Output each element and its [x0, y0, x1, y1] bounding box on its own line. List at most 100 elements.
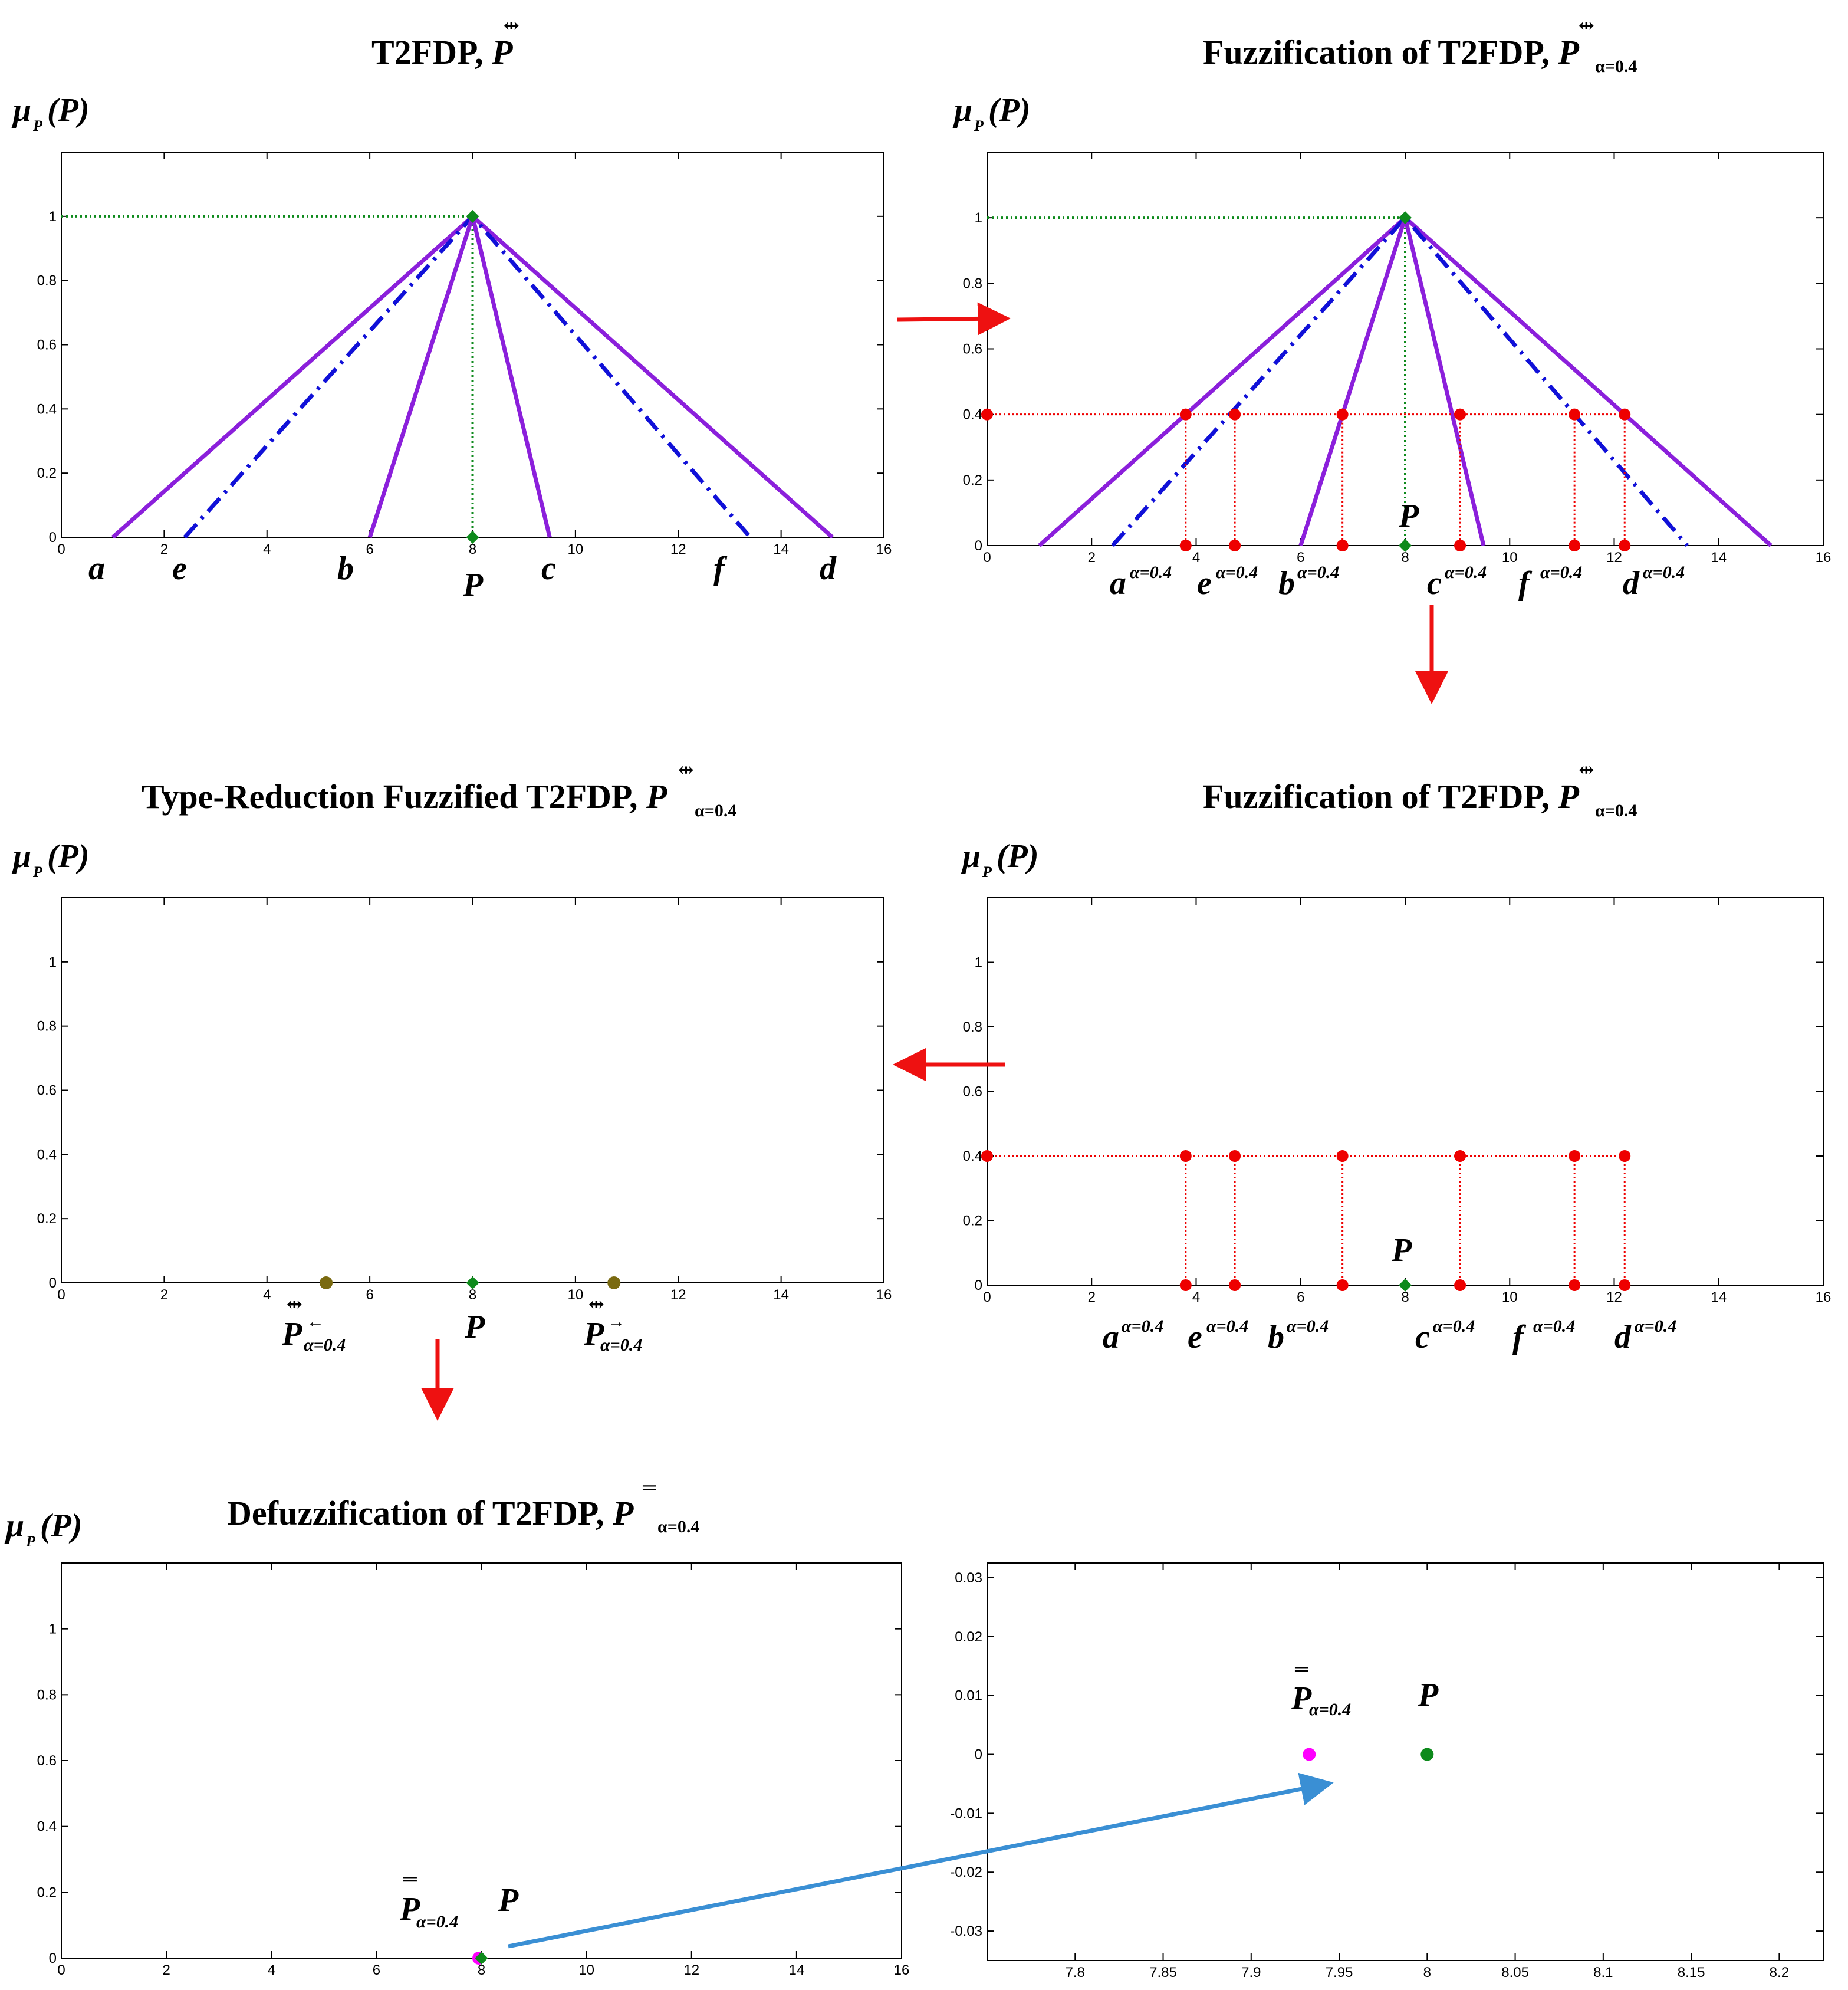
x-tick-label: 6 — [1297, 1289, 1304, 1305]
x-tick-label: 12 — [670, 541, 686, 557]
title-t2fdp: T2FDP, P ⇹ — [371, 15, 519, 71]
svg-text:←: ← — [307, 1312, 324, 1331]
y-tick-label: 1 — [49, 209, 57, 225]
svg-text:e: e — [1188, 1319, 1202, 1355]
svg-text:b: b — [1268, 1319, 1284, 1355]
svg-text:e: e — [1197, 565, 1212, 602]
svg-text:α=0.4: α=0.4 — [657, 1517, 699, 1536]
x-tick-label: 14 — [773, 541, 789, 557]
alpha-cut-point — [1569, 1150, 1581, 1162]
point-green — [1399, 539, 1412, 552]
y-tick-label: 1 — [975, 955, 982, 971]
y-tick-label: 0.8 — [37, 1019, 57, 1035]
x-tick-label: 8.05 — [1501, 1965, 1529, 1981]
x-tick-label: 8 — [469, 1287, 476, 1303]
x-tick-label: 10 — [578, 1962, 594, 1978]
x-tick-label: 8.15 — [1678, 1965, 1705, 1981]
y-axis-label-3: μ P (P) — [11, 838, 90, 881]
y-tick-label: 1 — [49, 1621, 57, 1637]
alpha-cut-point — [1336, 408, 1349, 421]
chart-fuzzification-top: 0 2 4 6 8 10 12 14 16 0 0.2 0.4 0.6 0.8 1 — [963, 152, 1831, 566]
chart-fuzzification-bottom: 0 2 4 6 8 10 12 14 16 0 0.2 0.4 0.6 0.8 1 — [963, 897, 1831, 1305]
x-tick-label: 8 — [1423, 1965, 1431, 1981]
svg-text:Type-Reduction Fuzzified T2FDP: Type-Reduction Fuzzified T2FDP, P — [142, 777, 667, 816]
x-tick-label: 2 — [160, 1287, 168, 1303]
y-tick-label: 0.2 — [963, 1213, 982, 1229]
x-tick-label: 6 — [366, 1287, 373, 1303]
x-tick-label: 4 — [1192, 550, 1200, 566]
alpha-base-point — [1569, 540, 1581, 551]
labels-type-reduction: P ⇹ ← α=0.4 P P ⇹ → α=0.4 — [281, 1293, 642, 1355]
label-p-left: P — [281, 1316, 302, 1352]
flow-arrow-right — [897, 302, 1011, 336]
y-tick-label: 0.2 — [37, 1211, 57, 1227]
x-tick-label: 10 — [1502, 1289, 1518, 1305]
svg-text:d: d — [1623, 565, 1640, 602]
alpha-cut-point — [1619, 1150, 1631, 1162]
x-tick-label: 10 — [1502, 550, 1518, 566]
y-tick-label: 0.8 — [963, 275, 982, 291]
svg-text:α=0.4: α=0.4 — [1297, 563, 1339, 582]
svg-text:P: P — [25, 1533, 36, 1550]
x-tick-label: 14 — [789, 1962, 805, 1978]
x-tick-label: 0 — [983, 550, 991, 566]
svg-text:a: a — [1110, 565, 1126, 602]
chart-t2fdp: 0 2 4 6 8 10 12 14 16 0 0.2 0.4 0.6 0.8 1 — [37, 152, 892, 557]
point-green — [466, 1276, 479, 1289]
x-tick-label: 4 — [263, 1287, 271, 1303]
svg-text:μ: μ — [961, 838, 981, 875]
x-tick-label: 14 — [1711, 550, 1727, 566]
svg-text:α=0.4: α=0.4 — [1287, 1316, 1329, 1336]
label-f: f — [713, 550, 728, 587]
label-e: e — [172, 550, 187, 587]
svg-text:(P): (P) — [40, 1508, 83, 1544]
labels-zoom: P ═ α=0.4 P — [1291, 1658, 1439, 1719]
svg-text:⇹: ⇹ — [1579, 759, 1594, 780]
y-tick-label: 0.4 — [37, 1819, 57, 1835]
label-p: P — [462, 567, 484, 603]
labels-t2fdp: a e b P c f d — [88, 550, 837, 603]
y-tick-label: 0.6 — [963, 1084, 982, 1100]
label-b: b — [337, 550, 354, 587]
point-green — [1399, 1279, 1412, 1292]
svg-text:T2FDP, P: T2FDP, P — [371, 33, 513, 71]
label-p: P — [1391, 1232, 1412, 1269]
svg-text:α=0.4: α=0.4 — [1635, 1316, 1676, 1336]
zoom-arrow — [508, 1772, 1334, 1949]
label-p-defuzz: P — [1291, 1680, 1312, 1717]
x-tick-label: 16 — [1816, 1289, 1831, 1305]
labels-fuzzification-bottom: P a α=0.4 e α=0.4 b α=0.4 c α=0.4 f α=0.4 d α=… — [1103, 1232, 1676, 1355]
svg-text:α=0.4: α=0.4 — [695, 801, 736, 820]
chart-zoom: 7.8 7.85 7.9 7.95 8 8.05 8.1 8.15 8.2 -0.03 -0.02 -… — [950, 1562, 1824, 1981]
point-green — [466, 209, 479, 223]
x-tick-label: 6 — [1297, 550, 1304, 566]
y-axis-label-2: μ P (P) — [952, 92, 1031, 134]
svg-text:c: c — [1427, 565, 1442, 602]
x-tick-label: 10 — [568, 1287, 584, 1303]
y-tick-label: 0.4 — [37, 401, 57, 417]
svg-text:═: ═ — [403, 1868, 417, 1889]
svg-text:Fuzzification of T2FDP, P: Fuzzification of T2FDP, P — [1203, 777, 1580, 816]
svg-text:f: f — [1518, 565, 1533, 602]
x-tick-label: 2 — [160, 541, 168, 557]
y-tick-label: 0 — [975, 1747, 982, 1763]
x-tick-label: 7.9 — [1241, 1965, 1261, 1981]
svg-text:⇹: ⇹ — [287, 1293, 302, 1315]
x-tick-label: 8 — [469, 541, 476, 557]
svg-text:α=0.4: α=0.4 — [1643, 563, 1685, 582]
svg-text:α=0.4: α=0.4 — [1595, 801, 1637, 820]
y-tick-label: 0 — [975, 538, 982, 554]
x-tick-label: 2 — [1088, 1289, 1096, 1305]
svg-text:α=0.4: α=0.4 — [1445, 563, 1487, 582]
alpha-cut-point — [1454, 408, 1466, 421]
svg-text:μ: μ — [952, 92, 972, 129]
chart-type-reduction: 0 2 4 6 8 10 12 14 16 0 0.2 0.4 0.6 0.8 1 — [37, 897, 892, 1303]
alpha-base-point — [1229, 540, 1241, 551]
y-tick-label: -0.01 — [950, 1805, 982, 1821]
x-tick-label: 6 — [373, 1962, 380, 1978]
alpha-cut-point — [1619, 408, 1631, 421]
y-tick-label: 0.2 — [37, 465, 57, 481]
plot-frame — [987, 1562, 1824, 1961]
x-tick-label: 16 — [894, 1962, 910, 1978]
